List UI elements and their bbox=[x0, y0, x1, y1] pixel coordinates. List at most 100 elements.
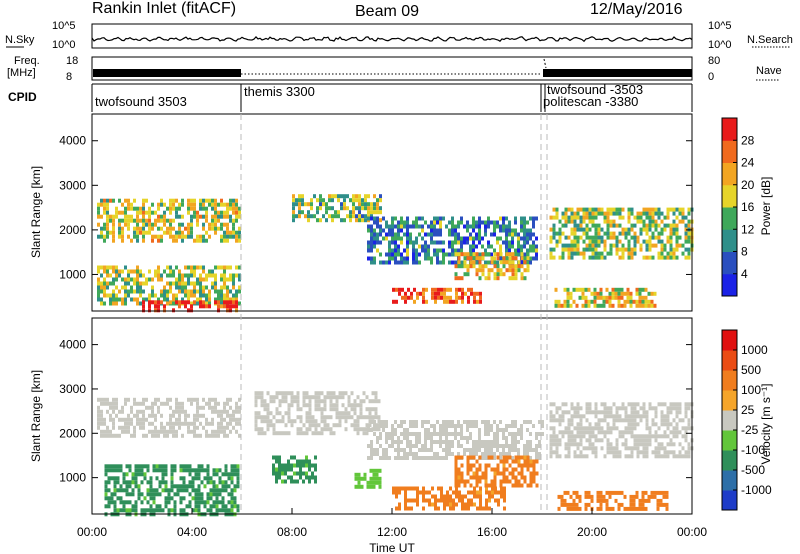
heatmap-cell bbox=[349, 210, 352, 215]
heatmap-cell bbox=[155, 476, 159, 481]
heatmap-cell bbox=[275, 395, 279, 400]
heatmap-cell bbox=[439, 224, 442, 229]
heatmap-cell bbox=[320, 399, 324, 404]
heatmap-cell bbox=[627, 215, 631, 220]
heatmap-cell bbox=[100, 409, 103, 414]
heatmap-cell bbox=[585, 223, 589, 228]
heatmap-cell bbox=[190, 202, 193, 207]
heatmap-cell bbox=[357, 476, 361, 481]
heatmap-cell bbox=[235, 234, 238, 239]
heatmap-cell bbox=[154, 273, 157, 278]
heatmap-cell bbox=[133, 425, 136, 430]
heatmap-cell bbox=[332, 407, 336, 412]
heatmap-cell bbox=[460, 240, 463, 245]
heatmap-cell bbox=[233, 496, 237, 501]
heatmap-cell bbox=[146, 500, 150, 505]
heatmap-cell bbox=[100, 397, 103, 402]
heatmap-cell bbox=[666, 418, 670, 423]
heatmap-cell bbox=[511, 436, 514, 440]
heatmap-cell bbox=[487, 260, 490, 265]
colorbar-segment bbox=[722, 430, 737, 451]
heatmap-cell bbox=[511, 236, 514, 241]
heatmap-cell bbox=[606, 215, 610, 220]
heatmap-cell bbox=[208, 289, 211, 294]
heatmap-cell bbox=[594, 227, 598, 232]
heatmap-cell bbox=[430, 444, 433, 448]
heatmap-cell bbox=[118, 210, 121, 215]
heatmap-cell bbox=[594, 434, 598, 439]
heatmap-cell bbox=[106, 230, 109, 235]
heatmap-cell bbox=[305, 471, 308, 476]
station-title: Rankin Inlet (fitACF) bbox=[92, 0, 236, 17]
heatmap-cell bbox=[460, 264, 464, 269]
nave-tick-bottom: 0 bbox=[708, 71, 714, 83]
heatmap-cell bbox=[190, 421, 193, 426]
heatmap-cell bbox=[431, 494, 434, 499]
heatmap-cell bbox=[403, 224, 406, 229]
heatmap-cell bbox=[350, 403, 354, 408]
heatmap-cell bbox=[145, 277, 148, 282]
heatmap-cell bbox=[169, 397, 172, 402]
heatmap-cell bbox=[181, 433, 184, 438]
heatmap-cell bbox=[319, 198, 322, 203]
heatmap-cell bbox=[397, 232, 400, 237]
heatmap-cell bbox=[392, 490, 395, 495]
heatmap-cell bbox=[552, 223, 556, 228]
heatmap-cell bbox=[451, 240, 454, 245]
heatmap-cell bbox=[412, 248, 415, 253]
heatmap-cell bbox=[473, 291, 476, 296]
heatmap-cell bbox=[472, 455, 476, 460]
heatmap-cell bbox=[642, 207, 646, 212]
y-tick-label: 2000 bbox=[59, 223, 86, 237]
heatmap-cell bbox=[641, 490, 645, 495]
heatmap-cell bbox=[466, 467, 470, 472]
heatmap-cell bbox=[505, 440, 508, 444]
heatmap-cell bbox=[293, 419, 297, 424]
heatmap-cell bbox=[470, 291, 473, 296]
heatmap-cell bbox=[499, 272, 503, 277]
heatmap-cell bbox=[594, 235, 598, 240]
heatmap-cell bbox=[373, 202, 376, 207]
heatmap-cell bbox=[421, 236, 424, 241]
heatmap-cell bbox=[467, 295, 470, 300]
heatmap-cell bbox=[385, 448, 388, 452]
heatmap-cell bbox=[409, 232, 412, 237]
heatmap-cell bbox=[347, 403, 351, 408]
heatmap-cell bbox=[440, 291, 443, 296]
heatmap-cell bbox=[97, 293, 100, 298]
heatmap-cell bbox=[570, 215, 574, 220]
heatmap-cell bbox=[206, 492, 210, 497]
heatmap-cell bbox=[588, 402, 592, 407]
heatmap-cell bbox=[115, 206, 118, 211]
heatmap-cell bbox=[109, 214, 112, 219]
heatmap-cell bbox=[230, 496, 234, 501]
heatmap-cell bbox=[654, 223, 658, 228]
heatmap-cell bbox=[109, 265, 112, 270]
heatmap-cell bbox=[636, 239, 640, 244]
heatmap-cell bbox=[128, 464, 132, 469]
heatmap-cell bbox=[266, 411, 270, 416]
heatmap-cell bbox=[496, 276, 500, 281]
heatmap-cell bbox=[421, 248, 424, 253]
heatmap-cell bbox=[472, 448, 475, 452]
heatmap-cell bbox=[136, 417, 139, 422]
heatmap-cell bbox=[109, 198, 112, 203]
heatmap-cell bbox=[461, 502, 464, 507]
heatmap-cell bbox=[555, 454, 559, 459]
heatmap-cell bbox=[443, 502, 446, 507]
heatmap-cell bbox=[169, 202, 172, 207]
heatmap-cell bbox=[422, 498, 425, 503]
heatmap-cell bbox=[385, 452, 388, 456]
heatmap-cell bbox=[448, 244, 451, 249]
heatmap-cell bbox=[684, 430, 688, 435]
heatmap-cell bbox=[599, 494, 603, 499]
heatmap-cell bbox=[397, 424, 400, 428]
heatmap-cell bbox=[430, 432, 433, 436]
heatmap-cell bbox=[499, 428, 502, 432]
heatmap-cell bbox=[372, 480, 376, 485]
heatmap-cell bbox=[494, 486, 497, 491]
heatmap-cell bbox=[160, 277, 163, 282]
heatmap-cell bbox=[416, 486, 419, 491]
heatmap-cell bbox=[475, 459, 479, 464]
heatmap-cell bbox=[193, 285, 196, 290]
